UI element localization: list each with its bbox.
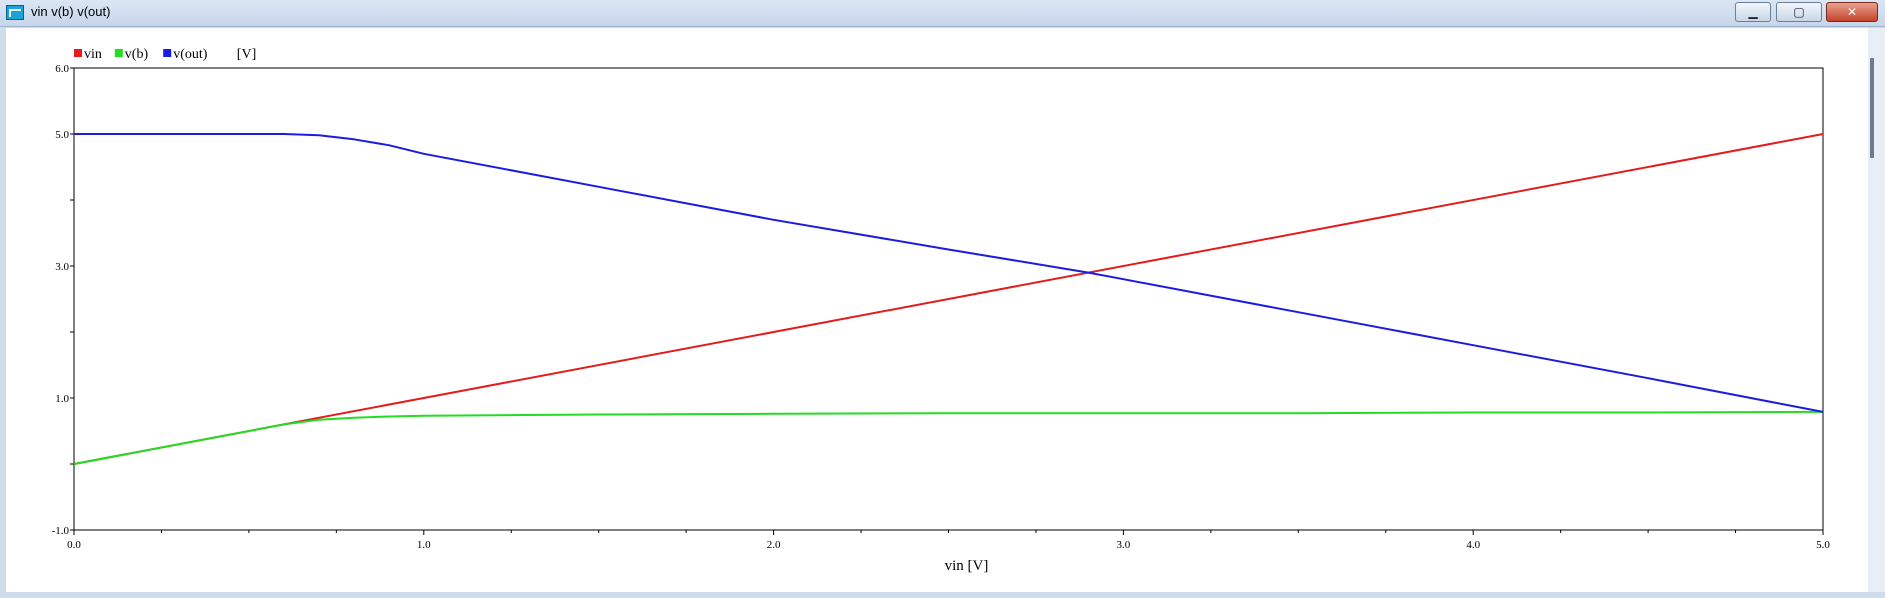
minimize-button[interactable]: ▁: [1735, 2, 1771, 22]
right-edge-scrollbar[interactable]: [1868, 28, 1885, 592]
legend-entry: vin: [84, 47, 102, 62]
x-tick-label: 5.0: [1816, 539, 1830, 551]
series-line-v-out: [74, 133, 1824, 413]
y-unit-label: [V]: [237, 47, 256, 62]
series-line-vin: [73, 133, 1824, 465]
y-tick-label: -1.0: [52, 525, 70, 537]
y-tick-label: 1.0: [55, 393, 69, 405]
y-tick-label: 3.0: [55, 261, 69, 273]
x-tick-label: 1.0: [417, 539, 431, 551]
close-button[interactable]: ✕: [1826, 2, 1878, 22]
legend-swatch: [74, 49, 82, 57]
y-tick-label: 5.0: [55, 129, 69, 141]
x-tick-label: 0.0: [67, 539, 81, 551]
plot-area[interactable]: -1.0 1.0 3.0 5.0 6.0 0.0 1.0 2.0 3.0 4.0 5.0 vin [V…: [6, 28, 1868, 592]
maximize-button[interactable]: ▢: [1776, 2, 1822, 22]
y-tick-label: 6.0: [55, 63, 69, 75]
window-title: vin v(b) v(out): [31, 4, 111, 19]
legend-swatch: [163, 49, 172, 57]
x-tick-label: 2.0: [767, 539, 781, 551]
x-tick-label: 3.0: [1117, 539, 1131, 551]
x-tick-label: 4.0: [1466, 539, 1480, 551]
chart-app-icon: [6, 5, 24, 20]
line-chart: -1.0 1.0 3.0 5.0 6.0 0.0 1.0 2.0 3.0 4.0 5.0 vin [V…: [52, 47, 1831, 574]
legend-entry: v(out): [173, 47, 208, 62]
legend-swatch: [114, 49, 123, 57]
x-axis-label: vin [V]: [945, 558, 989, 574]
title-bar[interactable]: vin v(b) v(out) ▁ ▢ ✕: [0, 0, 1885, 27]
series-line-v-b: [73, 410, 1824, 465]
legend-entry: v(b): [125, 47, 149, 62]
